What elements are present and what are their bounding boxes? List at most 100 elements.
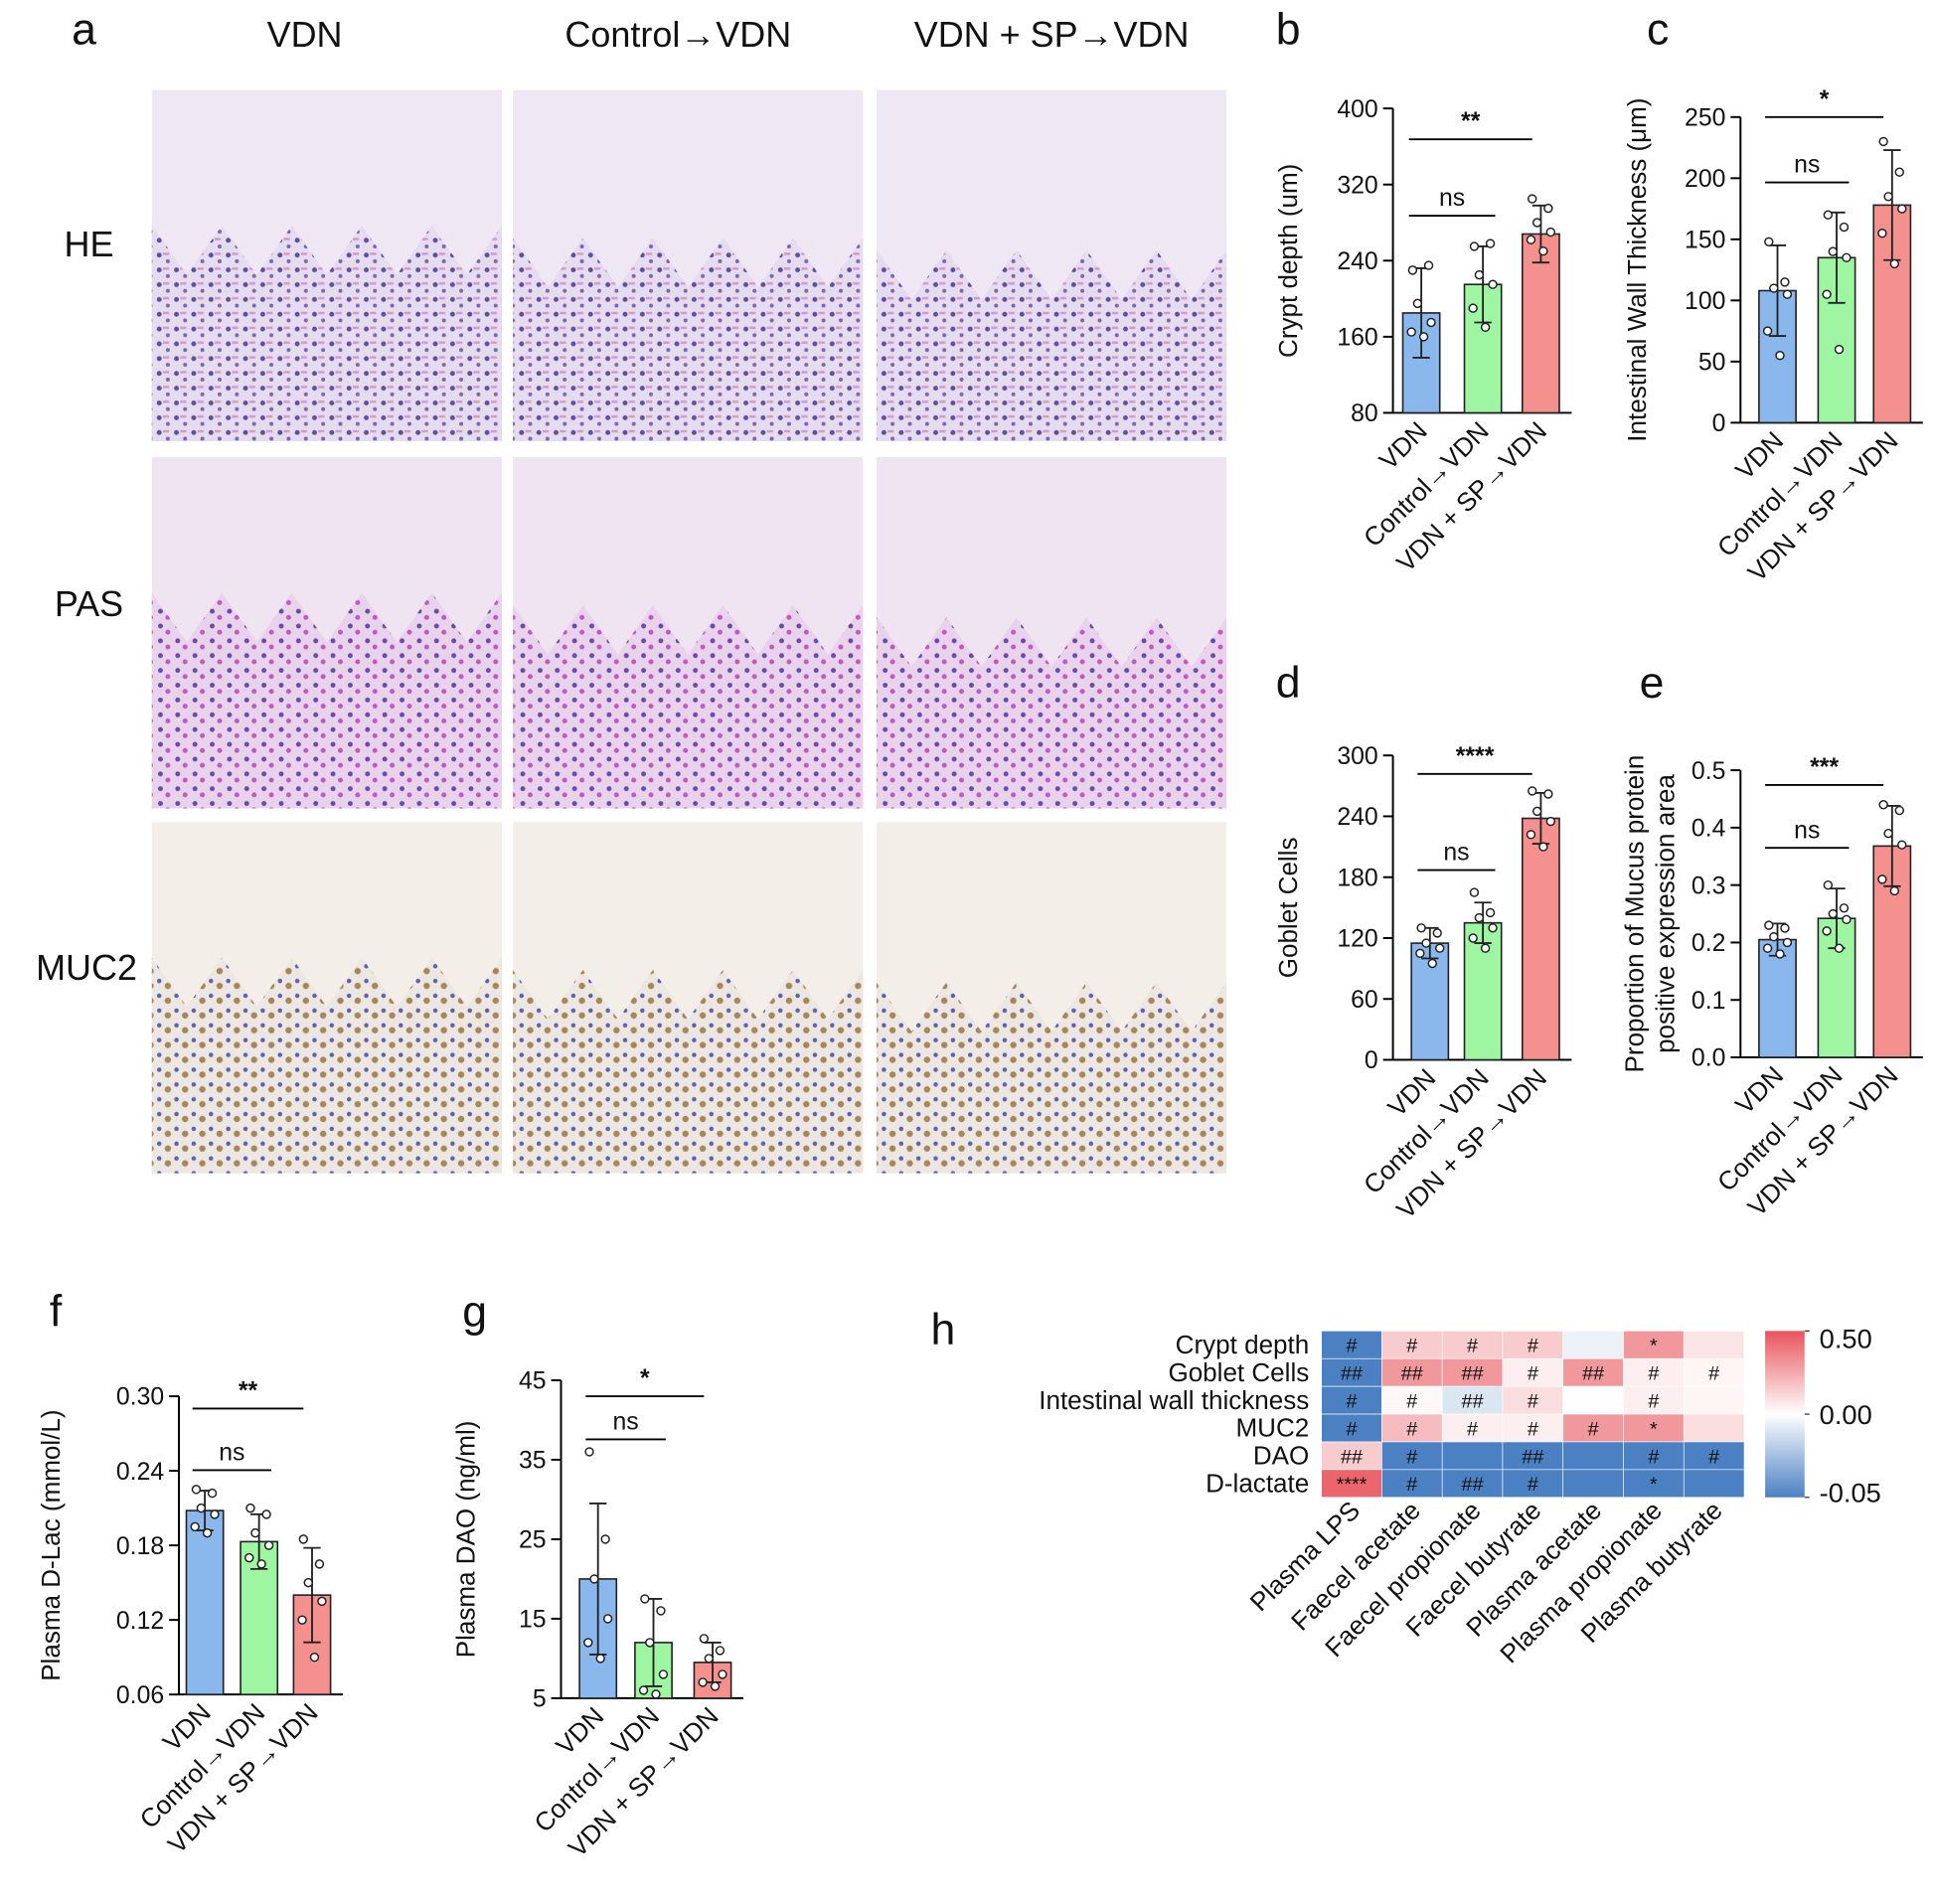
cell-annotation: # [1406, 1446, 1417, 1468]
y-tick-label: 50 [1698, 350, 1726, 377]
colorbar-tick-label: -0.05 [1820, 1478, 1881, 1508]
significance-label: ns [1443, 840, 1469, 867]
cell-annotation: ## [1341, 1446, 1363, 1468]
bar [1521, 233, 1560, 414]
data-point [207, 1488, 218, 1499]
data-point [1538, 842, 1548, 852]
data-point [1528, 194, 1537, 204]
heatmap: h Crypt depth # # # # *Goblet Cells ## ## ## # ## # #… [931, 1306, 1881, 1668]
data-point [245, 1503, 255, 1513]
heatmap-cell [1381, 1413, 1443, 1443]
panel-label: a [72, 6, 96, 55]
heatmap-cell [1623, 1469, 1685, 1499]
y-tick-label: 0.18 [116, 1533, 164, 1560]
data-point [1421, 938, 1431, 948]
tissue [513, 969, 864, 1174]
data-point [1545, 816, 1556, 827]
data-point [1834, 344, 1845, 355]
data-point [1427, 958, 1437, 969]
data-point [1889, 258, 1900, 269]
data-point [1526, 830, 1536, 840]
data-point [1878, 136, 1888, 147]
tissue [513, 604, 864, 809]
data-point [1469, 241, 1480, 251]
data-point [1878, 800, 1888, 810]
bar-chart: c Intestinal Wall Thickness (μm) 0 50 100 150… [1622, 6, 1923, 587]
significance-label: * [1820, 86, 1830, 113]
y-tick-label: 120 [1337, 926, 1377, 953]
data-point [1418, 332, 1429, 342]
data-point [190, 1521, 200, 1532]
data-point [1406, 327, 1416, 337]
row-header: MUC2 [36, 947, 137, 988]
data-point [1822, 926, 1832, 936]
cell-annotation: * [1650, 1418, 1658, 1440]
data-point [1488, 923, 1498, 933]
significance-label: ns [1439, 185, 1465, 212]
y-tick-label: 240 [1337, 804, 1377, 831]
data-point [263, 1540, 274, 1550]
data-point [1416, 923, 1426, 933]
significance-label: ns [1794, 817, 1820, 844]
cell-annotation: # [1708, 1363, 1719, 1385]
data-point [1822, 289, 1832, 299]
cell-annotation: # [1467, 1336, 1478, 1357]
y-tick-label: 200 [1685, 166, 1725, 193]
tissue [876, 249, 1227, 441]
data-point [658, 1669, 669, 1679]
cell-annotation: ## [1341, 1363, 1363, 1385]
data-point [1764, 920, 1774, 930]
tissue [876, 617, 1227, 809]
data-point [303, 1577, 313, 1588]
panel-label: c [1647, 6, 1669, 55]
data-point [699, 1634, 710, 1644]
heatmap-cell [1441, 1385, 1504, 1415]
data-point [1531, 218, 1542, 228]
heatmap-cell [1623, 1331, 1685, 1359]
significance-label: **** [1456, 743, 1495, 770]
cell-annotation: # [1648, 1391, 1659, 1413]
heatmap-cell [1683, 1357, 1745, 1387]
data-point [1412, 298, 1423, 309]
row-label: Intestinal wall thickness [1039, 1385, 1309, 1415]
cell-annotation: ## [1582, 1363, 1604, 1385]
cell-annotation: ## [1522, 1446, 1543, 1468]
panel-label: g [462, 1287, 487, 1336]
significance-label: ns [613, 1409, 639, 1436]
y-tick-label: 250 [1685, 104, 1725, 131]
y-tick-label: 400 [1337, 96, 1377, 123]
data-point [1769, 283, 1779, 293]
y-tick-label: 45 [519, 1368, 547, 1395]
data-point [1543, 203, 1553, 214]
y-tick-label: 300 [1337, 743, 1377, 770]
data-point [1545, 227, 1556, 238]
data-point [1782, 289, 1793, 299]
y-tick-label: 15 [519, 1607, 547, 1634]
heatmap-cell [1381, 1357, 1443, 1387]
data-point [1407, 265, 1418, 275]
data-point [1782, 937, 1793, 948]
y-axis-label: Goblet Cells [1273, 837, 1303, 978]
micrographs [151, 89, 1227, 1174]
heatmap-cell [1562, 1441, 1624, 1471]
cell-annotation: * [1650, 1336, 1658, 1357]
data-point [1538, 246, 1548, 256]
data-point [1543, 789, 1553, 799]
y-tick-label: 100 [1685, 288, 1725, 315]
cell-annotation: # [1406, 1474, 1417, 1496]
data-point [704, 1654, 715, 1664]
data-point [1434, 943, 1445, 953]
y-tick-label: 80 [1351, 400, 1378, 427]
data-point [1775, 350, 1785, 361]
panel-label: f [50, 1287, 63, 1336]
data-point [640, 1594, 650, 1604]
colorbar [1765, 1331, 1805, 1498]
data-point [1780, 277, 1790, 287]
cell-annotation: # [1708, 1446, 1719, 1468]
data-point [1780, 923, 1790, 933]
heatmap-cell [1502, 1357, 1564, 1387]
data-point [261, 1509, 271, 1519]
